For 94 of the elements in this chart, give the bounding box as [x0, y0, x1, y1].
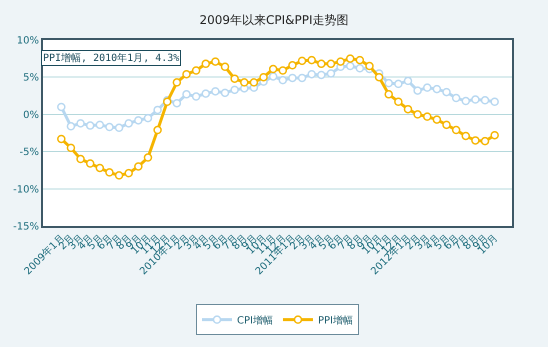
- point: [86, 121, 94, 130]
- point: [317, 60, 326, 68]
- point: [134, 116, 143, 125]
- point: [346, 54, 354, 63]
- point: [336, 57, 345, 66]
- point: [356, 64, 364, 73]
- point: [76, 154, 85, 164]
- point: [432, 84, 442, 94]
- point: [278, 76, 288, 84]
- point: [442, 120, 451, 130]
- point: [153, 126, 162, 134]
- point: [144, 114, 152, 122]
- point: [442, 88, 451, 96]
- point: [452, 94, 460, 102]
- point: [307, 56, 316, 64]
- point: [66, 122, 76, 131]
- point: [462, 96, 470, 106]
- point: [134, 162, 143, 171]
- point: [220, 62, 230, 72]
- point: [298, 74, 306, 82]
- point: [202, 89, 210, 98]
- point: [211, 57, 220, 66]
- point: [96, 164, 104, 172]
- point: [326, 69, 336, 78]
- point: [230, 74, 239, 83]
- point: [423, 112, 432, 121]
- point: [317, 70, 326, 80]
- y-tick-label: 5%: [23, 72, 39, 84]
- point: [288, 74, 297, 82]
- point: [356, 56, 364, 64]
- point: [384, 78, 393, 88]
- y-tick-label: 10%: [16, 36, 39, 46]
- point: [384, 90, 393, 99]
- point: [86, 159, 94, 168]
- point: [114, 124, 124, 132]
- chart-title: 2009年以来CPI&PPI走势图: [199, 13, 349, 28]
- annotation: PPI增幅, 2010年1月, 4.3%: [43, 52, 180, 64]
- point: [298, 56, 306, 66]
- point: [96, 120, 104, 130]
- point: [202, 60, 210, 68]
- point: [413, 86, 422, 95]
- point: [182, 90, 191, 99]
- point: [452, 126, 460, 134]
- y-tick-label: -10%: [13, 184, 39, 196]
- point: [480, 96, 490, 105]
- point: [105, 122, 114, 132]
- point: [172, 98, 182, 108]
- point: [490, 130, 499, 140]
- point: [346, 62, 354, 70]
- point: [278, 66, 288, 75]
- point: [124, 168, 133, 178]
- point: [404, 104, 412, 114]
- point: [240, 78, 249, 87]
- point: [76, 119, 85, 128]
- y-tick-label: -5%: [20, 147, 39, 158]
- point: [105, 168, 114, 177]
- point: [192, 66, 200, 75]
- point: [394, 98, 403, 106]
- point: [394, 80, 403, 88]
- y-tick-label: 0%: [23, 110, 39, 121]
- point: [124, 119, 133, 128]
- legend-label: PPI增幅: [318, 314, 353, 327]
- point: [326, 60, 336, 68]
- point: [404, 76, 412, 86]
- point: [211, 87, 220, 96]
- point: [172, 78, 182, 87]
- point: [153, 106, 162, 114]
- point: [230, 86, 239, 94]
- point: [114, 171, 124, 180]
- point: [144, 153, 152, 162]
- point: [471, 95, 480, 104]
- point: [220, 88, 230, 98]
- point: [462, 132, 470, 140]
- point: [250, 78, 258, 87]
- point: [182, 70, 191, 78]
- point: [374, 72, 384, 82]
- point: [365, 62, 374, 70]
- point: [471, 136, 480, 145]
- point: [413, 110, 422, 119]
- point: [192, 92, 200, 101]
- point: [288, 61, 297, 70]
- point: [268, 64, 278, 74]
- point: [490, 98, 499, 106]
- point: [480, 136, 490, 146]
- point: [423, 83, 432, 92]
- point: [268, 72, 278, 81]
- y-tick-label: -15%: [13, 222, 39, 232]
- point: [259, 72, 268, 82]
- point: [57, 102, 66, 112]
- point: [57, 134, 66, 144]
- legend-label: CPI增幅: [237, 314, 273, 327]
- point: [307, 70, 316, 78]
- point: [66, 144, 76, 152]
- point: [432, 115, 442, 124]
